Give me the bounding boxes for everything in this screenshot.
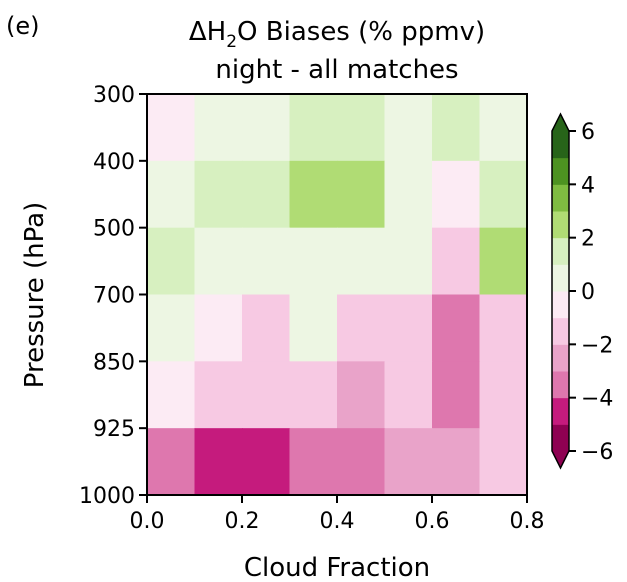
- y-axis-title: Pressure (hPa): [20, 202, 50, 389]
- heatmap-cell: [384, 94, 433, 162]
- heatmap-cell: [289, 227, 338, 296]
- colorbar-tick-label: 0: [581, 280, 595, 305]
- colorbar-extend-max: [552, 114, 569, 131]
- heatmap-cell: [384, 428, 433, 496]
- heatmap-cell: [384, 294, 433, 362]
- heatmap-cell: [242, 227, 291, 296]
- colorbar-tick-label: 6: [581, 120, 595, 145]
- y-tick-label: 500: [93, 217, 135, 242]
- colorbar-segment: [552, 264, 569, 292]
- x-tick-label: 0.6: [415, 509, 450, 534]
- colorbar-extend-min: [552, 451, 569, 468]
- heatmap-cell: [194, 227, 243, 296]
- panel-label: (e): [6, 12, 40, 40]
- y-tick-label: 925: [93, 417, 135, 442]
- heatmap-cell: [289, 428, 338, 496]
- heatmap-cell: [194, 94, 243, 162]
- chart-title-prefix: ΔH: [189, 17, 226, 47]
- y-tick-label: 400: [93, 150, 135, 175]
- heatmap-cell: [479, 94, 528, 162]
- colorbar-segment: [552, 184, 569, 212]
- heatmap-cell: [479, 428, 528, 496]
- heatmap-cell: [432, 94, 481, 162]
- colorbar-tick-label: −6: [581, 440, 613, 465]
- y-tick-label: 300: [93, 83, 135, 108]
- colorbar-segment: [552, 291, 569, 319]
- x-tick-label: 0.0: [130, 509, 165, 534]
- heatmap-cells: [147, 94, 528, 496]
- chart-title: ΔH2O Biases (% ppmv): [189, 17, 485, 52]
- heatmap-cell: [242, 361, 291, 429]
- heatmap-cell: [242, 160, 291, 229]
- colorbar: 6 4 2 0 −2 −4 −6: [551, 112, 613, 470]
- heatmap-cell: [479, 227, 528, 296]
- heatmap-cell: [384, 227, 433, 296]
- heatmap-cell: [384, 361, 433, 429]
- chart-title-suffix: O Biases (% ppmv): [237, 17, 485, 47]
- colorbar-segment: [552, 157, 569, 185]
- x-tick-label: 0.2: [225, 509, 260, 534]
- heatmap-cell: [479, 294, 528, 362]
- heatmap-cell: [432, 227, 481, 296]
- heatmap-cell: [337, 361, 386, 429]
- heatmap-cell: [337, 294, 386, 362]
- heatmap-cell: [242, 428, 291, 496]
- heatmap-cell: [432, 160, 481, 229]
- heatmap-cell: [384, 160, 433, 229]
- heatmap-cell: [147, 428, 196, 496]
- colorbar-tick-label: 4: [581, 173, 595, 198]
- x-tick-label: 0.4: [320, 509, 355, 534]
- heatmap-cell: [194, 160, 243, 229]
- y-tick-label: 700: [93, 284, 135, 309]
- heatmap-cell: [432, 294, 481, 362]
- heatmap-cell: [479, 361, 528, 429]
- heatmap-cell: [289, 361, 338, 429]
- colorbar-segment: [552, 317, 569, 345]
- y-tick-label: 1000: [79, 484, 135, 509]
- chart-subtitle: night - all matches: [215, 55, 458, 85]
- heatmap-cell: [337, 160, 386, 229]
- heatmap-cell: [242, 94, 291, 162]
- heatmap-cell: [242, 294, 291, 362]
- heatmap-cell: [337, 428, 386, 496]
- colorbar-segment: [552, 397, 569, 425]
- colorbar-segment: [552, 237, 569, 265]
- x-axis: 0.0 0.2 0.4 0.6 0.8: [130, 495, 545, 534]
- colorbar-tick-label: 2: [581, 227, 595, 252]
- colorbar-segment: [552, 344, 569, 372]
- heatmap-cell: [432, 361, 481, 429]
- colorbar-tick-label: −4: [581, 387, 613, 412]
- heatmap-cell: [147, 227, 196, 296]
- colorbar-segment: [552, 371, 569, 399]
- heatmap-cell: [194, 361, 243, 429]
- colorbar-segment: [552, 211, 569, 239]
- heatmap-cell: [289, 94, 338, 162]
- heatmap-cell: [147, 94, 196, 162]
- x-axis-title: Cloud Fraction: [244, 553, 430, 582]
- heatmap-cell: [337, 94, 386, 162]
- heatmap-cell: [289, 160, 338, 229]
- heatmap-cell: [194, 428, 243, 496]
- chart-title-subscript: 2: [226, 32, 237, 52]
- heatmap-cell: [147, 160, 196, 229]
- colorbar-segment: [552, 424, 569, 452]
- heatmap-cell: [147, 294, 196, 362]
- heatmap-cell: [289, 294, 338, 362]
- heatmap-cell: [432, 428, 481, 496]
- x-tick-label: 0.8: [510, 509, 545, 534]
- y-tick-label: 850: [93, 350, 135, 375]
- y-axis: 300 400 500 700 850 925 1000: [79, 83, 147, 509]
- colorbar-tick-label: −2: [581, 333, 613, 358]
- colorbar-segment: [552, 131, 569, 159]
- heatmap-cell: [337, 227, 386, 296]
- heatmap-cell: [147, 361, 196, 429]
- heatmap-cell: [194, 294, 243, 362]
- heatmap-cell: [479, 160, 528, 229]
